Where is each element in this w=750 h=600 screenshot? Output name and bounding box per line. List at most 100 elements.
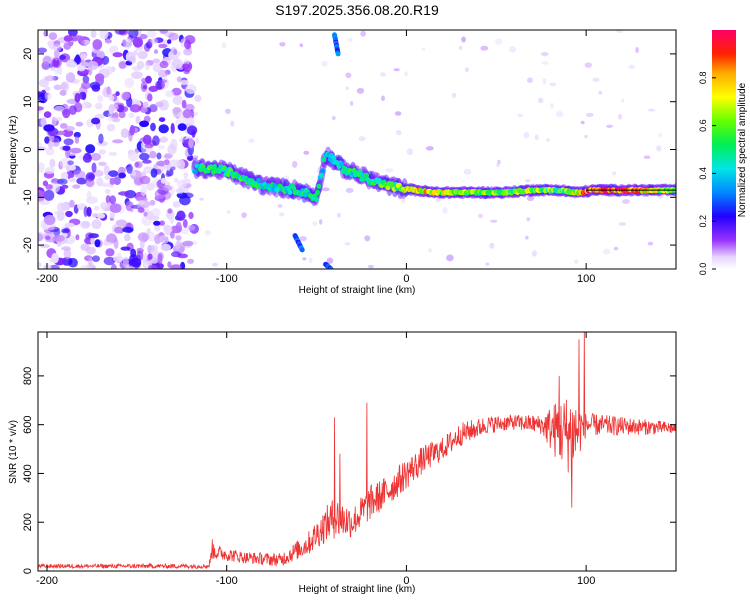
faint-blob <box>299 43 303 47</box>
noise-blob <box>150 122 156 132</box>
faint-blob <box>442 207 448 214</box>
noise-blob <box>38 47 47 54</box>
noise-blob <box>171 251 181 258</box>
noise-blob <box>133 104 140 110</box>
noise-blob <box>159 234 170 245</box>
noise-blob <box>120 91 130 101</box>
noise-blob <box>92 255 100 262</box>
faint-blob <box>278 212 285 217</box>
faint-blob <box>320 61 328 67</box>
noise-blob <box>109 177 116 185</box>
noise-blob <box>164 153 173 159</box>
faint-blob <box>406 148 413 156</box>
noise-blob <box>109 195 117 205</box>
noise-blob <box>60 171 69 181</box>
noise-blob <box>113 238 119 250</box>
noise-blob <box>176 76 182 83</box>
colorbar-ticks: 0.0 0.2 0.4 0.6 0.8 <box>698 72 716 276</box>
faint-blob <box>358 136 366 142</box>
faint-blob <box>615 30 624 34</box>
faint-blob <box>345 187 354 193</box>
noise-blob <box>82 75 90 84</box>
noise-blob <box>113 226 123 234</box>
noise-blob <box>45 147 55 156</box>
colorbar-tick-label: 0.6 <box>698 119 708 132</box>
streak-mark <box>335 51 341 57</box>
track-core <box>256 177 261 184</box>
noise-blob <box>56 202 66 213</box>
faint-blob <box>584 134 588 139</box>
faint-blob <box>331 115 336 121</box>
noise-blob <box>88 256 93 267</box>
noise-blob <box>91 84 101 92</box>
noise-blob <box>139 152 150 161</box>
noise-blob <box>152 135 160 146</box>
noise-blob <box>118 111 126 119</box>
noise-blob <box>69 165 76 171</box>
noise-blob <box>122 256 129 268</box>
colorbar-tick-label: 0.0 <box>698 263 708 276</box>
noise-blob <box>147 244 152 254</box>
noise-blob <box>44 75 56 82</box>
faint-blob <box>345 72 352 79</box>
faint-blob <box>643 155 651 159</box>
noise-blob <box>45 225 55 231</box>
noise-blob <box>97 95 104 103</box>
noise-blob <box>182 192 194 199</box>
spectrogram-marks <box>38 30 676 269</box>
faint-blob <box>336 212 341 218</box>
noise-blob <box>158 124 169 134</box>
spectrogram-y-ticks: 20 10 0 -10 -20 <box>22 48 676 253</box>
noise-blob <box>182 178 191 184</box>
noise-blob <box>116 252 122 261</box>
faint-blob <box>204 230 211 236</box>
faint-blob <box>381 95 385 102</box>
noise-blob <box>138 200 145 206</box>
noise-blob <box>188 137 194 149</box>
faint-blob <box>540 52 549 57</box>
faint-blob <box>541 61 549 65</box>
snr-x-ticks: -200 -100 0 100 <box>36 332 595 587</box>
noise-blob <box>38 162 45 173</box>
noise-blob <box>112 52 123 58</box>
snr-series-line <box>38 332 676 570</box>
noise-blob <box>38 261 42 268</box>
noise-blob <box>118 191 130 196</box>
faint-blob <box>395 130 402 136</box>
faint-blob <box>580 120 585 125</box>
noise-blob <box>74 136 80 144</box>
x-tick-label: 0 <box>403 575 409 587</box>
noise-blob <box>39 200 51 206</box>
noise-blob <box>48 32 58 40</box>
noise-blob <box>165 90 175 98</box>
noise-blob <box>91 117 101 125</box>
noise-blob <box>90 236 96 245</box>
noise-blob <box>104 175 112 180</box>
track-core <box>212 163 217 170</box>
noise-blob <box>102 86 113 98</box>
noise-blob <box>43 124 55 132</box>
faint-blob <box>221 42 227 49</box>
noise-blob <box>184 39 192 50</box>
noise-blob <box>92 39 103 50</box>
snr-y-ticks: 0 200 400 600 800 <box>22 367 676 574</box>
noise-blob <box>175 241 181 250</box>
noise-blob <box>111 117 121 123</box>
noise-blob <box>144 143 154 149</box>
spectrogram-background <box>38 30 676 269</box>
noise-blob <box>159 60 169 69</box>
faint-blob <box>592 77 600 82</box>
noise-blob <box>181 99 187 109</box>
faint-blob <box>248 138 255 143</box>
noise-blob <box>78 91 87 100</box>
faint-blob <box>279 42 286 47</box>
noise-blob <box>159 220 166 226</box>
noise-blob <box>139 120 150 128</box>
noise-blob <box>167 39 172 44</box>
noise-blob <box>148 231 156 242</box>
noise-blob <box>44 136 50 144</box>
noise-blob <box>171 58 183 69</box>
noise-blob <box>62 108 71 119</box>
